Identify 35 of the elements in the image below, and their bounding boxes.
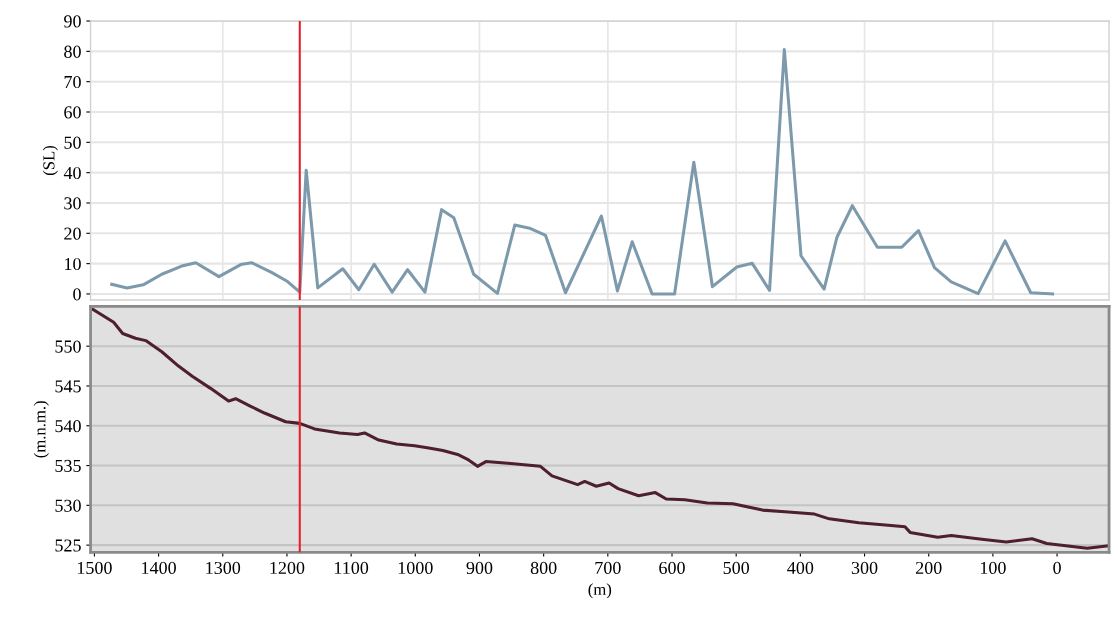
x-tick-label: 400 xyxy=(787,561,814,575)
x-tick-label: 1500 xyxy=(77,561,112,575)
y-tick-label: 540 xyxy=(55,420,81,433)
x-tick-label: 300 xyxy=(851,561,878,575)
y-tick-label: 40 xyxy=(63,166,81,180)
x-tick-label: 0 xyxy=(1053,561,1061,575)
x-axis-title: (m) xyxy=(588,583,612,599)
y-tick-label: 60 xyxy=(64,106,81,119)
y-tick-label: 30 xyxy=(64,197,81,210)
y-tick-label: 0 xyxy=(73,288,81,301)
x-tick-label: 1400 xyxy=(142,561,176,575)
y-tick-label: 545 xyxy=(55,380,81,393)
x-tick-label: 1100 xyxy=(334,561,369,575)
y-tick-label: 20 xyxy=(64,227,81,240)
x-tick-label: 700 xyxy=(595,561,621,575)
x-tick-label: 200 xyxy=(915,561,942,575)
y-axis-title: (m.n.m.) xyxy=(33,401,49,458)
x-tick-label: 100 xyxy=(980,561,1006,575)
y-tick-label: 550 xyxy=(55,340,81,353)
y-tick-label: 10 xyxy=(65,257,81,271)
x-tick-label: 1200 xyxy=(270,561,305,575)
y-tick-label: 80 xyxy=(64,45,81,58)
y-tick-label: 530 xyxy=(55,499,81,512)
y-axis-title: (SL) xyxy=(42,145,58,176)
x-tick-label: 800 xyxy=(530,561,557,575)
y-tick-label: 70 xyxy=(64,75,81,89)
x-tick-label: 500 xyxy=(723,561,750,575)
y-tick-label: 525 xyxy=(55,539,81,552)
x-tick-label: 1300 xyxy=(206,561,241,575)
y-tick-label: 50 xyxy=(64,136,81,149)
x-tick-label: 600 xyxy=(659,561,685,575)
y-tick-label: 90 xyxy=(64,15,81,28)
x-tick-label: 1000 xyxy=(398,561,433,575)
y-tick-label: 535 xyxy=(55,459,81,472)
x-tick-label: 900 xyxy=(466,561,493,575)
